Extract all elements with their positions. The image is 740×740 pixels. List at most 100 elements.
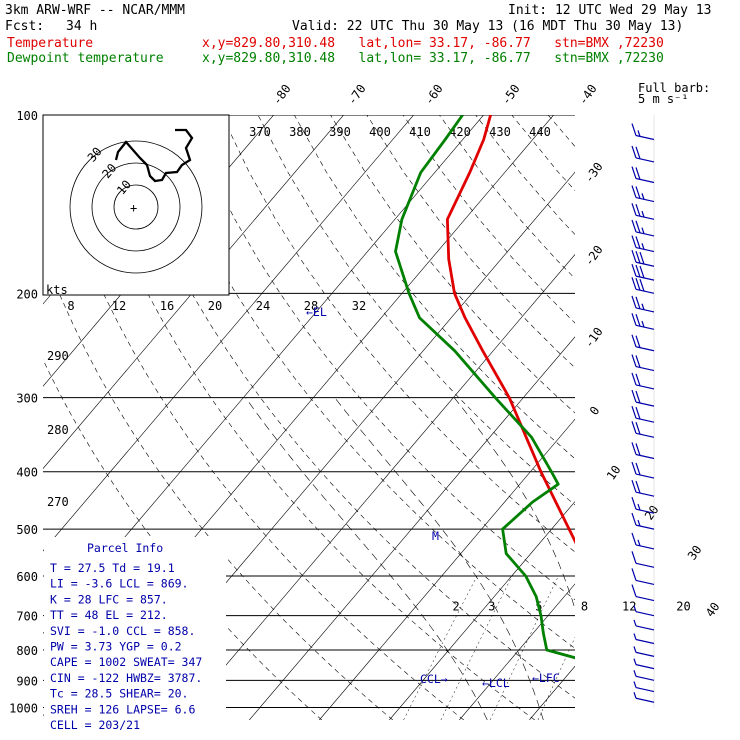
wind-barb-flag [631,389,637,403]
pressure-label-900: 900 [16,674,38,688]
isotherm-label: -50 [499,82,523,108]
wind-barb-flag [631,512,637,526]
wind-barb-staff [635,157,655,163]
wind-barb-staff [635,401,655,407]
wind-barb-staff [635,134,655,141]
isotherm-line [389,501,575,720]
moist-adiabat [597,398,655,720]
wind-barb-staff [635,651,655,657]
forecast-hour: 34 h [66,19,98,34]
temperature-profile [446,115,575,545]
barb-legend-line: Full barb: [638,81,710,95]
dry-adiabat [330,115,575,414]
wind-barb-flag [631,354,637,367]
isotherm-line [459,583,575,720]
dry-adiabat [729,115,740,720]
wind-barb-staff [635,473,655,479]
parcel-info-row: T = 27.5 Td = 19.1 [50,561,175,575]
dry-adiabat [257,115,575,506]
theta-label: 430 [489,125,511,139]
wind-barb-flag [635,278,641,291]
isotherm-label: -60 [422,82,446,108]
wind-barb-flag [631,235,637,248]
isotherm-label: -40 [576,82,600,108]
wind-barb-flag [639,278,645,292]
moist-adiabat [245,397,488,720]
isotherm-line [43,115,414,552]
temperature-legend: Temperature [7,36,94,51]
wind-barb-flag [635,355,641,368]
ccl-marker: CCL→ [420,672,448,686]
wind-barb-flag [631,250,637,263]
wind-barb-flag [631,123,637,136]
theta-label: 410 [409,125,431,139]
isotherm-line [43,115,344,470]
isotherm-line [319,418,575,720]
wind-barb-half [641,243,645,250]
wind-barb-flag [631,421,637,434]
wind-barb-staff [635,491,655,497]
isotherm-label: -10 [582,325,606,351]
wind-barb-flag [635,296,641,310]
lfc-marker: ←LFC [532,671,560,685]
hodograph-frame [42,114,230,296]
mixing-ratio-label: 3 [488,600,495,614]
wind-barb-half [633,670,637,677]
parcel-info-row: PW = 3.73 YGP = 0.2 [50,640,182,654]
wind-barb-half [641,303,645,310]
wind-barb-staff [635,508,655,514]
isotherm-line [529,665,575,720]
isotherm-label: 10 [604,463,624,483]
hodograph-units: kts [46,283,68,297]
valid-time: Valid: 22 UTC Thu 30 May 13 (16 MDT Thu … [292,19,684,34]
hodograph-speed-label: 8 [67,299,74,313]
parcel-info-row: CELL = 203/21 [50,718,140,732]
wind-barb-flag [635,390,641,404]
wind-barb-flag [631,277,637,290]
dewpoint-location: x,y=829.80,310.48 lat,lon= 33.17, -86.77… [202,51,664,66]
wind-barb-half [637,539,641,546]
pressure-label-700: 700 [16,610,38,624]
wind-barb-staff [635,261,655,267]
wind-barb-staff [635,611,655,617]
wind-barb-flag [631,551,637,564]
temperature-location: x,y=829.80,310.48 lat,lon= 33.17, -86.77… [202,36,664,51]
wind-barb-flag [631,480,637,493]
wind-barb-half [633,605,637,612]
wind-barb-staff [635,579,655,586]
wind-barb-flag [631,295,637,309]
dry-adiabat-label: 270 [47,495,69,509]
forecast-label: Fcst: [5,19,45,34]
hodograph-ring [69,140,203,274]
wind-barb-flag [635,373,641,387]
hodograph-speed-label: 16 [160,299,174,313]
dry-adiabat [547,115,575,147]
wind-barb-flag [639,251,645,265]
pressure-label-800: 800 [16,644,38,658]
init-time: Init: 12 UTC Wed 29 May 13 [508,3,712,18]
hodograph-speed-label: 32 [352,299,366,313]
wind-barb-half [641,210,645,218]
wind-barb-flag [631,406,637,419]
wind-barb-staff [635,432,655,438]
pressure-label-300: 300 [16,392,38,406]
model-title: 3km ARW-WRF -- NCAR/MMM [5,3,186,18]
hodograph-speed-label: 20 [208,299,222,313]
hodograph-trace [114,128,194,183]
wind-barb-staff [635,214,655,220]
wind-barb-half [641,227,645,234]
wind-barb-staff [635,384,655,390]
isotherm-line [249,336,575,720]
wind-barb-flag [631,334,637,347]
pressure-label-200: 200 [16,287,38,301]
wind-barb-half [633,646,637,653]
wind-barb-flag [631,313,637,326]
wind-barb-staff [635,307,655,313]
wind-barb-staff [635,288,655,294]
mixing-ratio-line [537,636,575,720]
theta-label: 380 [289,125,311,139]
mixing-ratio-label: 8 [581,600,588,614]
wind-barb-half [633,692,637,699]
wind-barb-flag [635,236,641,249]
